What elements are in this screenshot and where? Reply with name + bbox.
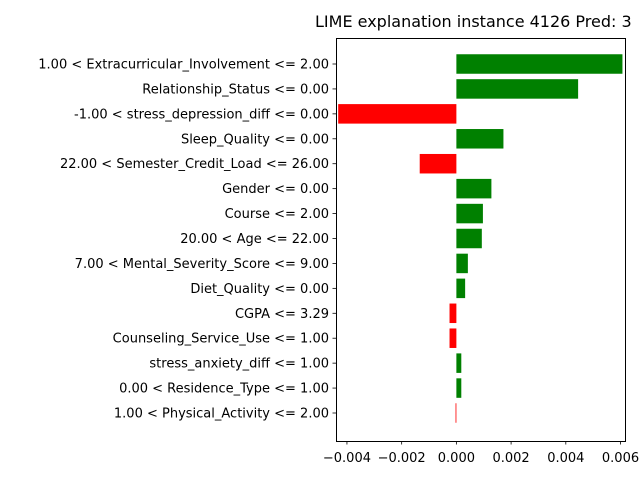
y-tick-label: 0.00 < Residence_Type <= 1.00 — [119, 382, 329, 397]
y-tick-label: Counseling_Service_Use <= 1.00 — [113, 332, 329, 347]
bar — [338, 104, 457, 124]
bar — [456, 178, 492, 199]
bar — [449, 303, 457, 324]
bar — [455, 403, 457, 423]
y-tick-label: 1.00 < Extracurricular_Involvement <= 2.… — [38, 58, 329, 73]
y-tick-label: 22.00 < Semester_Credit_Load <= 26.00 — [60, 157, 329, 172]
bar — [456, 278, 466, 299]
y-tick-labels: 1.00 < Extracurricular_Involvement <= 2.… — [38, 58, 336, 422]
x-tick-label: −0.004 — [323, 451, 371, 466]
bar — [419, 153, 457, 174]
y-tick-label: Diet_Quality <= 0.00 — [190, 282, 329, 297]
bar — [456, 129, 504, 149]
y-tick-label: Relationship_Status <= 0.00 — [142, 82, 329, 97]
x-tick-label: 0.004 — [547, 451, 584, 466]
bar — [456, 54, 623, 74]
y-tick-label: 7.00 < Mental_Severity_Score <= 9.00 — [75, 257, 329, 272]
bar — [456, 228, 482, 249]
bar — [456, 353, 462, 373]
x-tick-label: −0.002 — [378, 451, 426, 466]
axes-frame — [336, 38, 626, 442]
bar — [456, 203, 483, 224]
chart-title: LIME explanation instance 4126 Pred: 3 — [315, 12, 632, 31]
y-tick-label: Course <= 2.00 — [225, 207, 329, 222]
x-ticks: −0.004 −0.002 0.000 0.002 0.004 0.006 — [323, 441, 639, 466]
bars-group — [338, 54, 623, 423]
x-tick-label: 0.000 — [438, 451, 475, 466]
bar — [456, 79, 579, 99]
y-tick-label: -1.00 < stress_depression_diff <= 0.00 — [74, 107, 329, 122]
bar — [449, 328, 457, 348]
y-tick-label: Gender <= 0.00 — [222, 182, 329, 197]
y-tick-label: Sleep_Quality <= 0.00 — [181, 132, 329, 147]
y-tick-label: CGPA <= 3.29 — [235, 307, 329, 322]
bar — [456, 253, 468, 274]
bar — [456, 378, 462, 398]
x-tick-label: 0.006 — [602, 451, 639, 466]
y-tick-label: 20.00 < Age <= 22.00 — [180, 232, 329, 247]
y-tick-label: stress_anxiety_diff <= 1.00 — [149, 357, 329, 372]
x-tick-label: 0.002 — [492, 451, 529, 466]
y-tick-label: 1.00 < Physical_Activity <= 2.00 — [114, 407, 329, 422]
